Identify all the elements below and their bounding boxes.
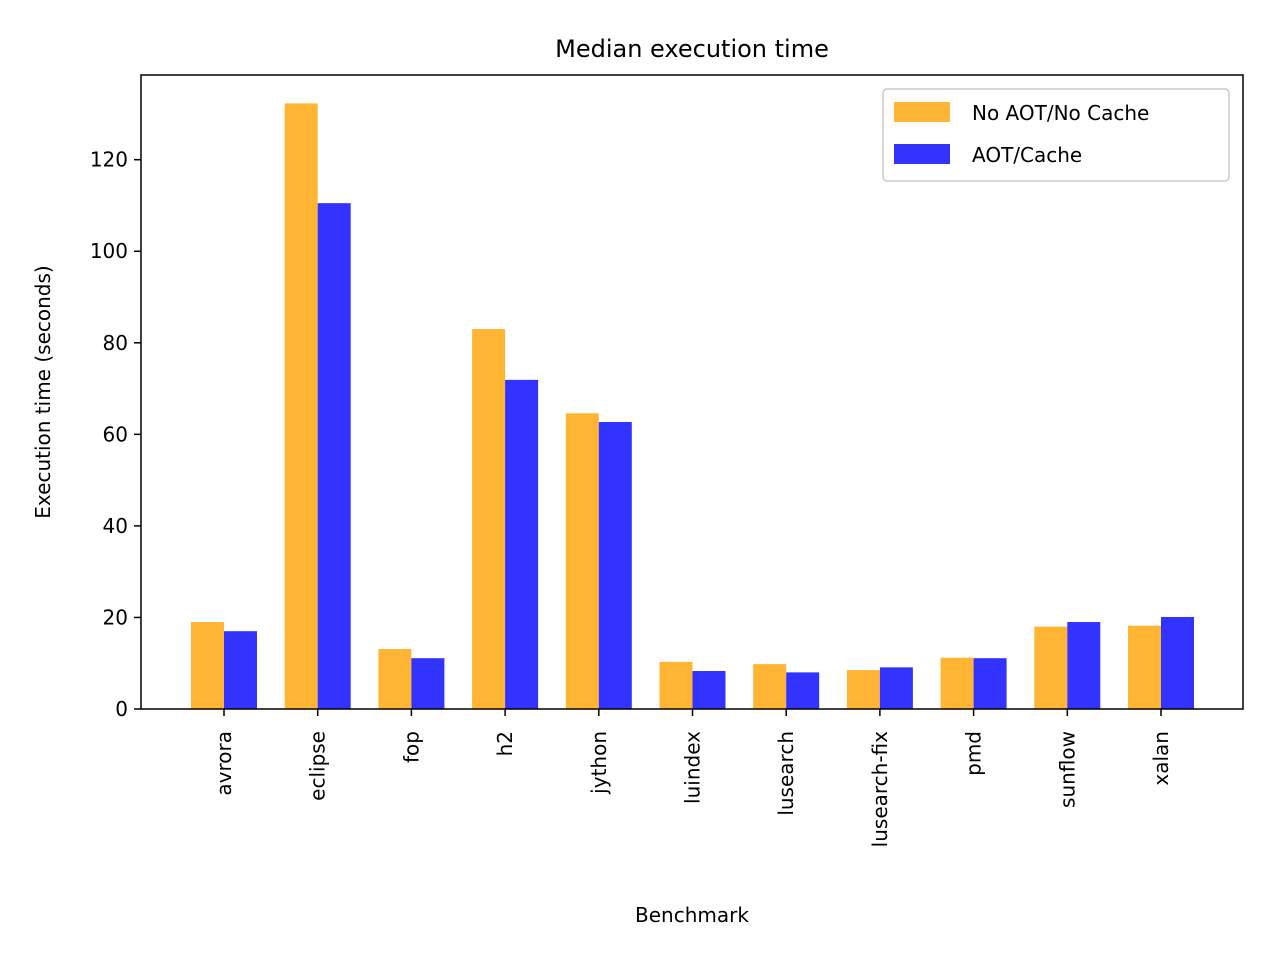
y-axis-label: Execution time (seconds) bbox=[31, 265, 55, 518]
y-tick-label: 0 bbox=[115, 697, 128, 721]
bar-lusearch-fix-series-2 bbox=[879, 667, 913, 709]
y-tick-label: 60 bbox=[103, 422, 128, 446]
x-axis: avrora eclipse fop h2 jython luindex lusearch l… bbox=[212, 709, 1173, 847]
bars-layer bbox=[191, 103, 1194, 709]
y-tick-label: 100 bbox=[90, 239, 128, 263]
bar-xalan-series-1 bbox=[1128, 625, 1161, 709]
legend-frame bbox=[882, 88, 1230, 182]
y-tick-label: 120 bbox=[90, 148, 128, 172]
bar-luindex-series-2 bbox=[692, 671, 726, 709]
y-tick-label: 80 bbox=[103, 331, 128, 355]
bar-xalan-series-2 bbox=[1161, 616, 1194, 709]
bar-lusearch-series-2 bbox=[786, 672, 820, 709]
bar-fop-series-2 bbox=[411, 658, 445, 709]
bar-jython-series-2 bbox=[598, 421, 632, 709]
x-tick-label-jython: jython bbox=[587, 731, 611, 795]
legend: No AOT/No Cache AOT/Cache bbox=[882, 88, 1230, 182]
legend-swatch-series-2 bbox=[894, 144, 950, 164]
y-tick-label: 40 bbox=[103, 514, 128, 538]
bar-eclipse-series-2 bbox=[317, 203, 351, 709]
y-axis: 0 20 40 60 80 100 120 bbox=[90, 148, 141, 721]
bar-lusearch-series-1 bbox=[753, 664, 787, 709]
bar-avrora-series-1 bbox=[191, 622, 224, 709]
bar-pmd-series-2 bbox=[973, 658, 1007, 709]
x-tick-label-avrora: avrora bbox=[212, 731, 236, 796]
bar-pmd-series-1 bbox=[940, 657, 974, 709]
x-tick-label-luindex: luindex bbox=[681, 731, 705, 804]
legend-label-series-2: AOT/Cache bbox=[972, 143, 1082, 167]
x-tick-label-eclipse: eclipse bbox=[306, 731, 330, 801]
x-tick-label-lusearch: lusearch bbox=[774, 731, 798, 816]
x-tick-label-xalan: xalan bbox=[1149, 731, 1173, 786]
legend-swatch-series-1 bbox=[894, 102, 950, 122]
bar-h2-series-1 bbox=[472, 329, 506, 709]
bar-sunflow-series-1 bbox=[1034, 626, 1068, 709]
bar-avrora-series-2 bbox=[224, 631, 257, 709]
bar-jython-series-1 bbox=[565, 413, 599, 709]
x-tick-label-sunflow: sunflow bbox=[1055, 731, 1079, 808]
legend-label-series-1: No AOT/No Cache bbox=[972, 101, 1149, 125]
bar-lusearch-fix-series-1 bbox=[846, 670, 880, 709]
bar-sunflow-series-2 bbox=[1067, 622, 1101, 709]
bar-fop-series-1 bbox=[378, 649, 412, 709]
x-tick-label-fop: fop bbox=[399, 731, 423, 763]
x-tick-label-pmd: pmd bbox=[962, 731, 986, 776]
x-tick-label-h2: h2 bbox=[493, 731, 517, 756]
x-axis-label: Benchmark bbox=[635, 903, 749, 927]
y-tick-label: 20 bbox=[103, 605, 128, 629]
bar-eclipse-series-1 bbox=[284, 103, 318, 709]
x-tick-label-lusearch-fix: lusearch-fix bbox=[868, 731, 892, 847]
bar-luindex-series-1 bbox=[659, 661, 693, 709]
chart-title: Median execution time bbox=[555, 35, 829, 63]
bar-h2-series-2 bbox=[505, 379, 539, 709]
